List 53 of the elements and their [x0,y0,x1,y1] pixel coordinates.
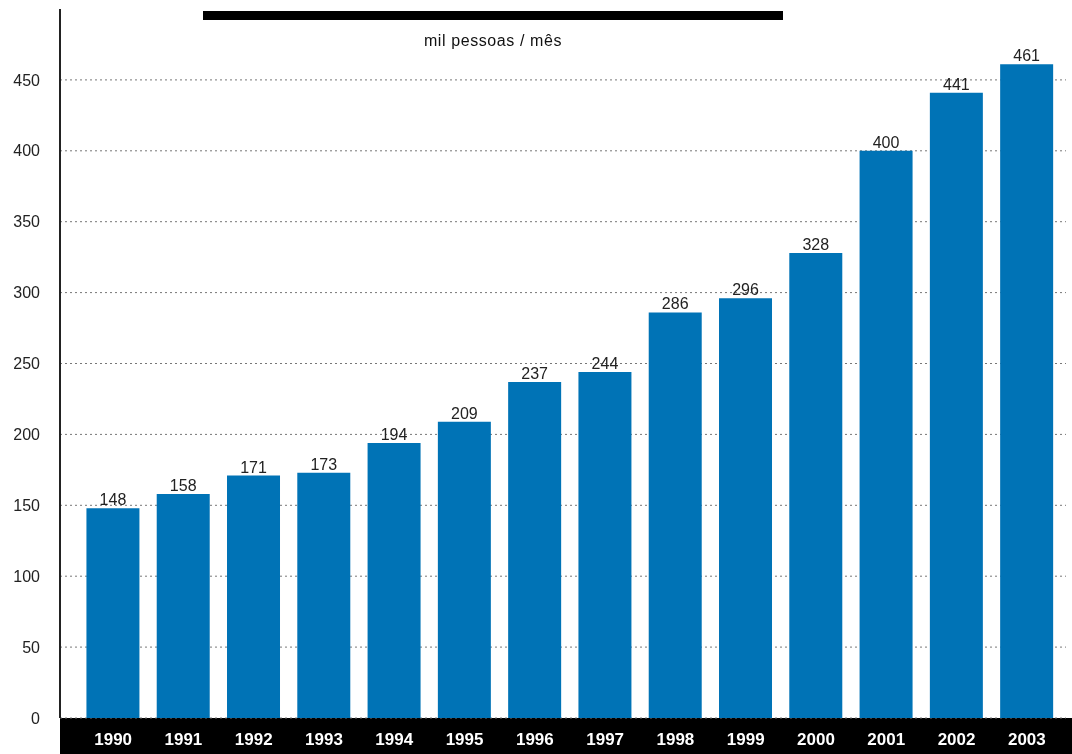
data-label: 158 [169,476,197,494]
data-label: 461 [1013,47,1041,65]
x-tick-label: 2000 [797,730,835,750]
bar [929,92,983,718]
y-tick-label: 400 [13,142,41,160]
x-tick-label: 1994 [375,730,414,750]
x-tick-label: 1999 [726,730,765,750]
bar [156,493,210,718]
data-label: 296 [732,281,759,299]
bar [719,298,773,718]
x-tick-label: 1995 [445,730,484,750]
x-tick-label: 1997 [586,730,625,750]
data-label: 244 [591,355,619,373]
bar [227,475,281,718]
bar [648,312,702,718]
y-tick-label: 350 [13,213,41,231]
y-tick-label: 200 [13,426,41,444]
data-label: 209 [451,404,478,422]
x-tick-label: 1998 [656,730,695,750]
bar [578,372,632,718]
data-label: 328 [802,235,830,253]
bar [508,381,562,718]
x-tick-label: 1990 [94,730,133,750]
data-label: 148 [99,491,127,509]
bar [1000,64,1054,718]
y-tick-label: 0 [31,709,41,727]
bar [437,421,491,718]
bar [789,252,843,718]
data-label: 237 [521,364,549,382]
y-tick-label: 150 [13,496,41,514]
x-tick-label: 1991 [164,730,203,750]
bar [367,442,421,718]
data-label: 173 [310,455,338,473]
y-tick-label: 50 [22,638,41,656]
data-label: 194 [380,425,408,443]
text: mil pessoas / mês [422,32,564,50]
data-label: 286 [661,295,689,313]
x-tick-label: 1992 [234,730,273,750]
bar [859,150,913,718]
bar [297,472,351,718]
y-tick-label: 100 [13,567,41,585]
x-tick-label: 1996 [515,730,554,750]
y-tick-label: 300 [13,284,41,302]
data-label: 400 [872,133,900,151]
data-label: 441 [943,75,970,93]
data-label: 171 [240,458,267,476]
y-tick-label: 450 [13,71,41,89]
x-tick-label: 1993 [305,730,343,750]
y-tick-label: 250 [13,355,41,373]
x-tick-label: 2002 [937,730,976,750]
bar [86,508,140,718]
x-tick-label: 2003 [1007,730,1046,750]
x-tick-label: 2001 [867,730,906,750]
